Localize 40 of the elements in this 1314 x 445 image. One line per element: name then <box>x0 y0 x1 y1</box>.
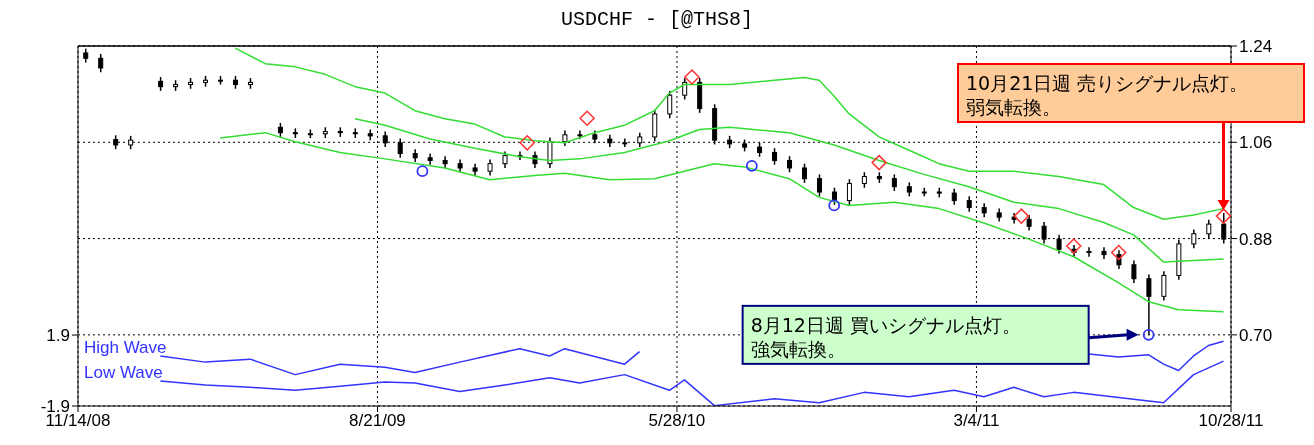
candlestick <box>667 90 673 119</box>
point <box>1142 328 1155 341</box>
point <box>684 69 700 85</box>
y2-tick-label: 1.9 <box>46 326 70 346</box>
point <box>1013 208 1030 224</box>
point <box>1066 238 1082 254</box>
point <box>745 159 758 172</box>
candlestick <box>547 136 553 169</box>
point <box>1110 244 1127 261</box>
candlestick <box>682 77 688 101</box>
y-tick-label: 1.24 <box>1239 37 1273 57</box>
point <box>519 135 535 151</box>
point <box>1215 208 1231 224</box>
series-label: High Wave <box>84 337 167 357</box>
candlestick <box>816 173 822 198</box>
candlestick <box>1131 259 1137 284</box>
line-series <box>219 131 1225 313</box>
y-tick-label: 0.70 <box>1239 325 1273 345</box>
annotation: 8月12日週 買いシグナル点灯。強気転換。 <box>750 313 1021 360</box>
point <box>416 165 429 178</box>
candlestick <box>1086 246 1092 258</box>
series-label: Low Wave <box>84 362 163 382</box>
candlestick <box>802 162 807 184</box>
point <box>828 199 841 212</box>
y-tick-label: 0.88 <box>1239 229 1273 249</box>
chart-title: USDCHF - [@THS8] <box>560 8 754 33</box>
point <box>579 110 595 126</box>
callout: 10月21日週 売りシグナル点灯。弱気転換。 <box>957 63 1305 123</box>
annotation: 10月21日週 売りシグナル点灯。弱気転換。 <box>966 72 1249 118</box>
x-tick-label: 5/28/10 <box>648 411 706 431</box>
line-series <box>354 118 1225 263</box>
x-tick-label: 8/21/09 <box>349 411 406 431</box>
candlestick <box>98 53 104 73</box>
candlestick <box>846 178 852 206</box>
x-tick-label: 10/28/11 <box>1198 411 1264 431</box>
y-tick-label: 1.06 <box>1239 133 1273 153</box>
candlestick <box>1161 270 1167 302</box>
point <box>871 154 887 171</box>
x-tick-label: 3/4/11 <box>953 411 1000 431</box>
callout: 8月12日週 買いシグナル点灯。強気転換。 <box>741 304 1090 365</box>
